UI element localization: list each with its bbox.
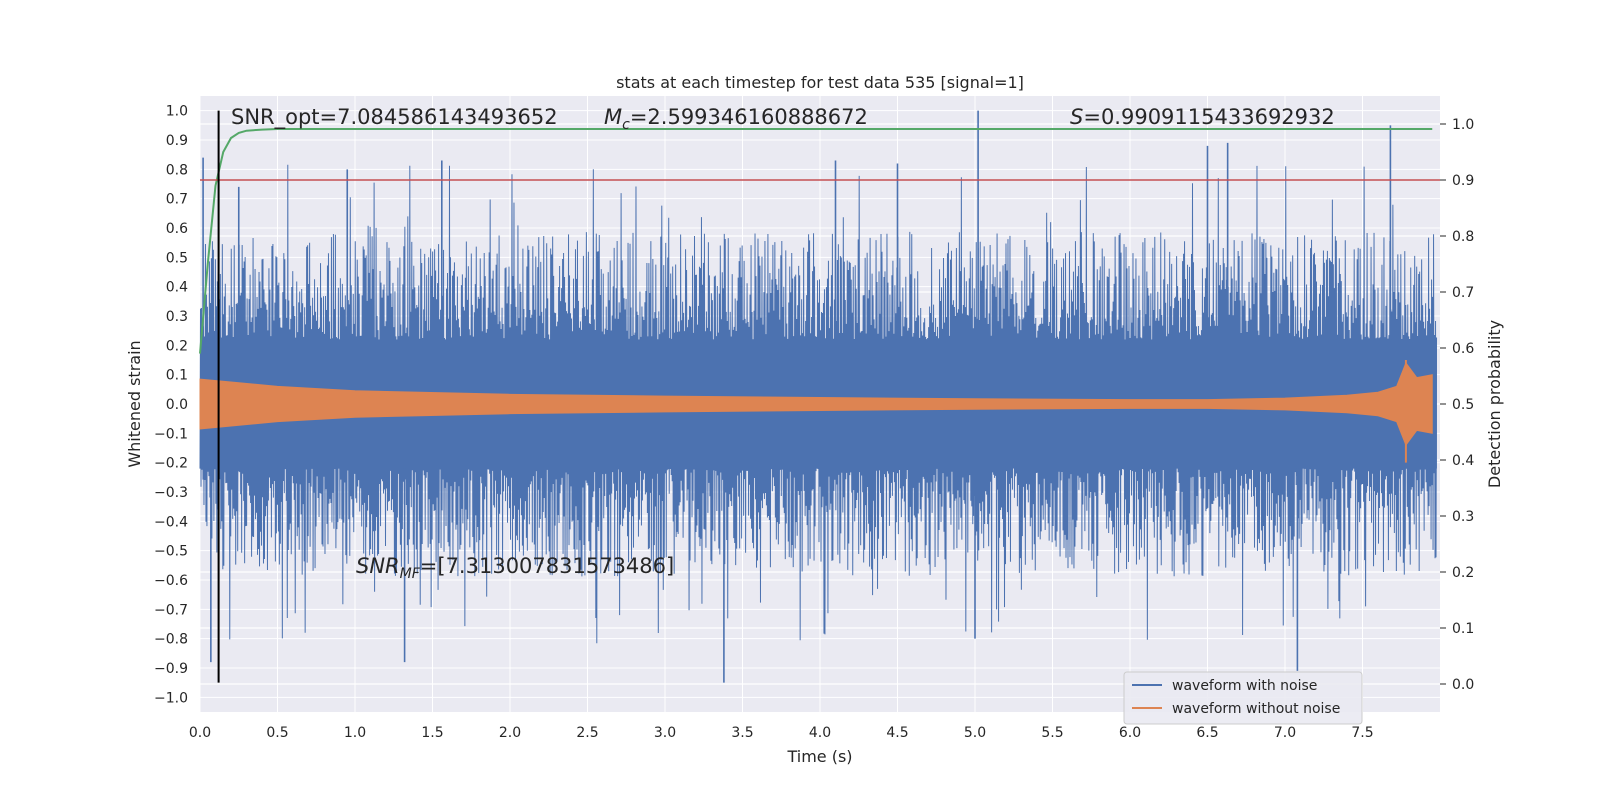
x-tick-label: 3.5 xyxy=(731,725,753,741)
y-left-tick-label: 0.2 xyxy=(166,338,188,354)
y-right-tick-label: 1.0 xyxy=(1452,117,1474,133)
x-axis-label: Time (s) xyxy=(786,747,852,766)
y-right-tick-label: 0.4 xyxy=(1452,453,1474,469)
x-tick-label: 1.0 xyxy=(344,725,366,741)
x-tick-label: 7.0 xyxy=(1274,725,1296,741)
chart-title: stats at each timestep for test data 535… xyxy=(616,73,1024,92)
y-left-tick-label: −0.9 xyxy=(154,661,188,677)
y-right-tick-label: 0.5 xyxy=(1452,397,1474,413)
y-right-tick-label: 0.2 xyxy=(1452,565,1474,581)
y-left-tick-label: −0.2 xyxy=(154,456,188,472)
annotation-snr-mf-sub: MF xyxy=(400,566,421,582)
x-tick-label: 5.5 xyxy=(1041,725,1063,741)
clean-envelope xyxy=(199,361,1433,447)
annotation-chirp-mass-value: =2.599346160888672 xyxy=(630,105,868,129)
y-left-tick-label: 0.4 xyxy=(166,280,188,296)
legend-label-clean: waveform without noise xyxy=(1172,701,1340,717)
y-left-tick-label: 0.6 xyxy=(166,221,188,237)
annotation-s: S=0.9909115433692932 xyxy=(1070,105,1335,129)
x-tick-label: 2.5 xyxy=(576,725,598,741)
y-left-tick-label: −0.5 xyxy=(154,544,188,560)
x-axis-ticks: 0.0 0.5 1.0 1.5 2.0 2.5 3.0 3.5 4.0 4.5 5.0 5.5 6.0 6… xyxy=(189,725,1374,741)
annotation-chirp-mass-sub: c xyxy=(622,117,630,133)
x-tick-label: 1.5 xyxy=(421,725,443,741)
y-left-tick-label: −0.6 xyxy=(154,573,188,589)
x-tick-label: 6.0 xyxy=(1119,725,1141,741)
y-left-tick-label: −0.4 xyxy=(154,514,188,530)
annotation-s-value: =0.9909115433692932 xyxy=(1083,105,1334,129)
legend: waveform with noise waveform without noi… xyxy=(1123,671,1363,725)
y-left-tick-label: −0.1 xyxy=(154,426,188,442)
y-right-tick-label: 0.1 xyxy=(1452,621,1474,637)
x-tick-label: 6.5 xyxy=(1196,725,1218,741)
legend-box xyxy=(1123,671,1363,725)
y-left-tick-label: 1.0 xyxy=(166,104,188,120)
x-tick-label: 0.0 xyxy=(189,725,211,741)
annotation-chirp-mass: Mc=2.599346160888672 xyxy=(604,105,868,133)
y-axis-right-label: Detection probability xyxy=(1485,320,1504,488)
y-right-tick-label: 0.0 xyxy=(1452,677,1474,693)
overlay-lines xyxy=(200,110,1440,683)
y-left-tick-label: −0.3 xyxy=(154,485,188,501)
legend-label-noise: waveform with noise xyxy=(1172,678,1317,694)
x-tick-label: 4.0 xyxy=(809,725,831,741)
y-right-tick-label: 0.3 xyxy=(1452,509,1474,525)
y-left-tick-label: 0.0 xyxy=(166,397,188,413)
y-axis-right-ticks: 1.0 0.9 0.8 0.7 0.6 0.5 0.4 0.3 0.2 0.1 0.0 xyxy=(1440,117,1474,693)
y-left-tick-label: −0.7 xyxy=(154,602,188,618)
x-tick-label: 2.0 xyxy=(499,725,521,741)
x-tick-label: 4.5 xyxy=(886,725,908,741)
x-tick-label: 3.0 xyxy=(654,725,676,741)
annotation-s-symbol: S xyxy=(1070,105,1083,129)
annotation-snr-mf-value: =[7.313007831573486] xyxy=(420,554,674,578)
y-axis-left-label: Whitened strain xyxy=(125,340,144,467)
y-left-tick-label: 0.8 xyxy=(166,162,188,178)
annotation-snr-mf-symbol: SNR xyxy=(356,554,400,578)
y-left-tick-label: 0.5 xyxy=(166,250,188,266)
x-tick-label: 7.5 xyxy=(1351,725,1373,741)
y-left-tick-label: 0.7 xyxy=(166,192,188,208)
y-axis-left-ticks: 1.0 0.9 0.8 0.7 0.6 0.5 0.4 0.3 0.2 0.1 0.0 −0.1 −0.… xyxy=(154,104,188,707)
y-left-tick-label: −0.8 xyxy=(154,632,188,648)
series-waveform-without-noise xyxy=(199,360,1433,463)
annotation-snr-opt: SNR_opt=7.084586143493652 xyxy=(231,105,558,130)
x-tick-label: 5.0 xyxy=(964,725,986,741)
y-right-tick-label: 0.6 xyxy=(1452,341,1474,357)
x-tick-label: 0.5 xyxy=(266,725,288,741)
y-right-tick-label: 0.7 xyxy=(1452,285,1474,301)
y-left-tick-label: 0.1 xyxy=(166,368,188,384)
y-right-tick-label: 0.8 xyxy=(1452,229,1474,245)
y-left-tick-label: 0.3 xyxy=(166,309,188,325)
annotation-chirp-mass-symbol: M xyxy=(604,105,622,129)
y-right-tick-label: 0.9 xyxy=(1452,173,1474,189)
y-left-tick-label: −1.0 xyxy=(154,690,188,706)
annotation-snr-mf: SNRMF=[7.313007831573486] xyxy=(356,554,674,582)
y-left-tick-label: 0.9 xyxy=(166,133,188,149)
